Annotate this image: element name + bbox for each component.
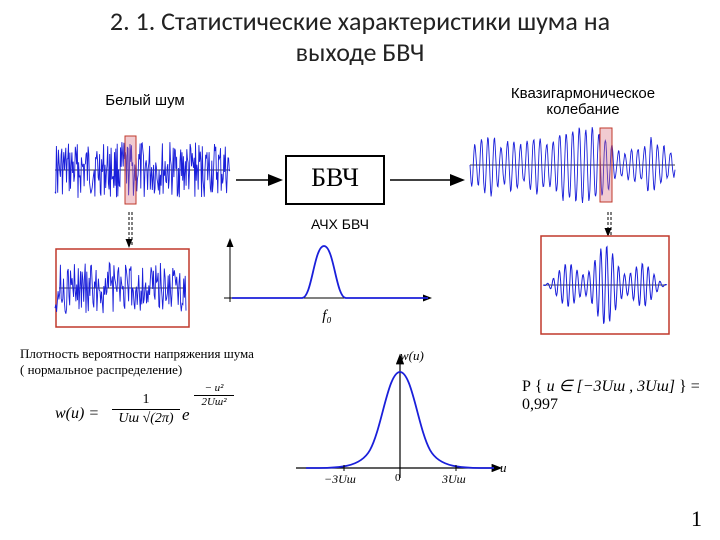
- label-zero: 0: [395, 472, 401, 484]
- label-f0: f₀: [312, 308, 342, 325]
- zoom-right-box: [540, 235, 670, 335]
- formula-exp: − u² 2Uш²: [194, 382, 234, 408]
- label-afc: АЧХ БВЧ: [300, 216, 380, 232]
- prob-expression: Р { u ∈ [−3Uш , 3Uш] } = 0,997: [522, 376, 720, 414]
- formula-frac1: 1 Uш √(2π): [112, 392, 180, 427]
- label-wu: w(u): [400, 348, 424, 364]
- label-u-axis: u: [500, 460, 507, 476]
- formula-e: e: [182, 405, 190, 425]
- zoom-left-box: [55, 248, 190, 328]
- pdf-text: Плотность вероятности напряжения шума ( …: [20, 346, 300, 379]
- gaussian-formula: w(u) =: [55, 405, 99, 423]
- label-minus3U: −3Uш: [324, 472, 356, 487]
- gaussian-plot: [290, 350, 510, 490]
- afc-plot: [220, 236, 440, 312]
- page-number: 1: [691, 506, 702, 532]
- label-plus3U: 3Uш: [442, 472, 466, 487]
